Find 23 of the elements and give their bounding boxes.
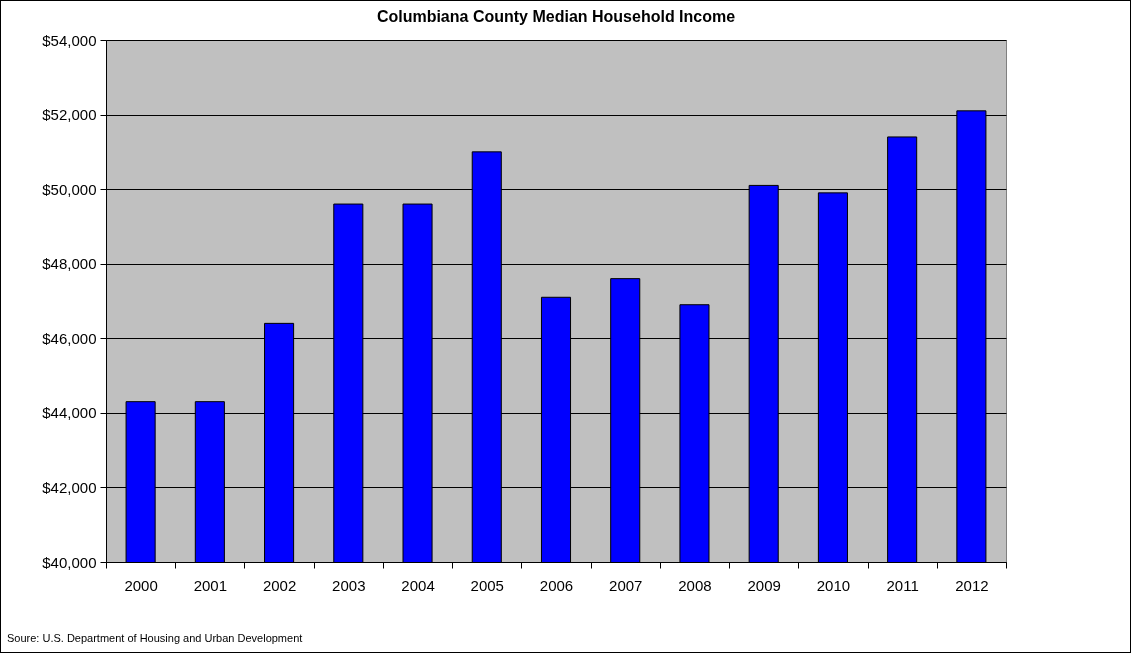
x-tick-label: 2000 bbox=[124, 576, 158, 594]
x-tick-label: 2001 bbox=[193, 576, 228, 594]
x-tick-label: 2009 bbox=[747, 576, 781, 594]
y-tick-label: $54,000 bbox=[42, 31, 97, 49]
x-tick-label: 2006 bbox=[539, 576, 574, 594]
y-tick-label: $52,000 bbox=[42, 106, 97, 124]
y-tick-label: $46,000 bbox=[42, 329, 97, 347]
x-tick-label: 2010 bbox=[816, 576, 851, 594]
x-tick-label: 2012 bbox=[955, 576, 989, 594]
x-tick-label: 2002 bbox=[262, 576, 297, 594]
x-tick-label: 2007 bbox=[609, 576, 643, 594]
x-tick-label: 2005 bbox=[470, 576, 504, 594]
y-tick-label: $44,000 bbox=[42, 404, 97, 422]
y-tick-label: $40,000 bbox=[42, 553, 97, 571]
x-tick-label: 2004 bbox=[401, 576, 435, 594]
x-tick-label: 2011 bbox=[886, 576, 919, 594]
chart-title: Columbiana County Median Household Income bbox=[376, 8, 736, 25]
y-tick-label: $50,000 bbox=[42, 180, 97, 198]
x-tick-label: 2003 bbox=[332, 576, 366, 594]
y-tick-label: $42,000 bbox=[42, 478, 97, 496]
text: Soure: U.S. Department of Housing and Urban Development bbox=[7, 632, 303, 644]
x-tick-label: 2008 bbox=[678, 576, 712, 594]
y-tick-label: $48,000 bbox=[42, 255, 97, 273]
